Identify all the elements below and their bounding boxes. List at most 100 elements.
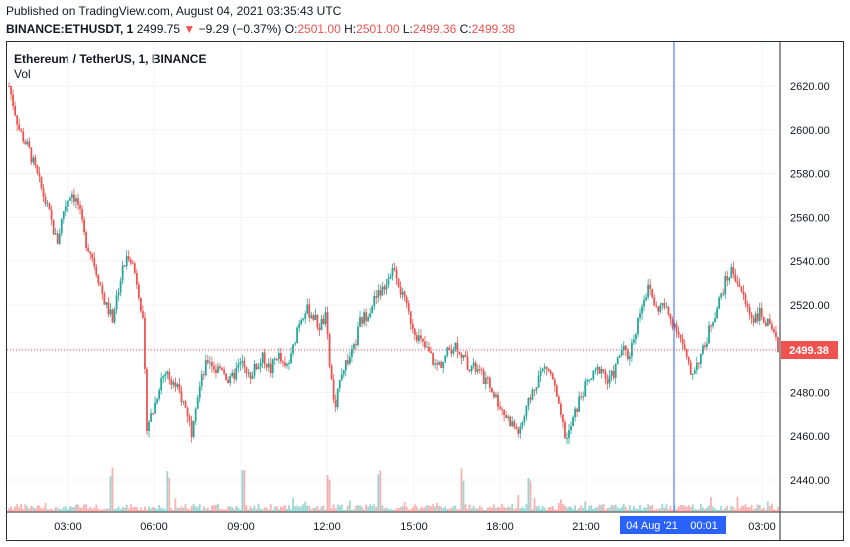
volume-bar <box>95 504 98 512</box>
candle-body <box>26 141 29 145</box>
candle-body <box>184 401 187 408</box>
volume-bar <box>310 509 313 512</box>
candle-body <box>18 124 21 130</box>
candle-body <box>681 338 684 345</box>
volume-bar <box>332 504 335 512</box>
candle-body <box>395 269 398 279</box>
volume-bar <box>359 505 361 512</box>
volume-bar <box>594 507 597 512</box>
volume-bar <box>681 505 684 512</box>
candle-body <box>655 305 658 307</box>
candle-body <box>497 394 499 407</box>
volume-bar <box>687 505 690 512</box>
volume-bar <box>377 474 380 512</box>
candle-body <box>83 219 85 233</box>
candle-body <box>160 378 163 391</box>
change-value: −9.29 (−0.37%) <box>198 22 282 36</box>
volume-bar <box>773 509 775 512</box>
candle-body <box>760 308 763 317</box>
volume-bar <box>12 509 14 512</box>
candle-body <box>649 284 652 289</box>
candle-body <box>411 324 414 329</box>
chart-frame[interactable] <box>6 41 844 541</box>
volume-bar <box>415 506 418 512</box>
candle-body <box>310 315 313 318</box>
volume-bar <box>419 507 422 512</box>
candle-body <box>584 381 587 397</box>
volume-bar <box>444 506 447 512</box>
candle-body <box>687 356 690 363</box>
volume-bar <box>87 508 90 512</box>
low-label: L: <box>402 22 413 36</box>
volume-bar <box>375 507 378 512</box>
candle-body <box>738 283 741 287</box>
candle-body <box>306 304 309 314</box>
candle-body <box>531 389 534 400</box>
candle-body <box>371 306 374 314</box>
volume-bar <box>411 507 414 512</box>
volume-bar <box>454 505 457 512</box>
candle-body <box>689 362 692 375</box>
candle-body <box>570 426 572 431</box>
volume-bar <box>160 507 163 512</box>
volume-bar <box>740 505 743 512</box>
candle-body <box>40 176 43 189</box>
volume-bar <box>486 507 489 512</box>
candle-body <box>48 203 51 210</box>
candle-body <box>564 422 566 439</box>
published-caption: Published on TradingView.com, August 04,… <box>6 4 342 18</box>
volume-bar <box>683 505 686 512</box>
candle-body <box>79 204 81 209</box>
volume-bar <box>482 509 485 512</box>
volume-bar <box>385 507 388 512</box>
candle-body <box>468 369 471 372</box>
volume-bar <box>649 505 652 512</box>
volume-bar <box>484 509 487 512</box>
candle-body <box>348 356 351 364</box>
volume-bar <box>198 504 201 512</box>
volume-bar <box>30 505 33 512</box>
candle-body <box>259 362 262 367</box>
volume-bar <box>241 470 244 512</box>
volume-bar <box>269 504 272 512</box>
candle-body <box>119 280 122 293</box>
candle-body <box>304 313 307 319</box>
volume-bar <box>580 505 583 512</box>
candle-body <box>519 426 522 434</box>
candle-body <box>641 306 643 314</box>
candle-body <box>501 408 503 411</box>
candle-body <box>95 266 98 275</box>
volume-bar <box>257 503 260 512</box>
volume-bar <box>754 507 757 512</box>
candle-body <box>732 267 735 274</box>
candle-body <box>182 401 185 403</box>
candle-body <box>592 370 595 380</box>
candle-body <box>363 312 365 324</box>
candle-body <box>704 345 706 348</box>
volume-bar <box>764 509 767 512</box>
volume-bar <box>495 508 497 512</box>
candle-body <box>472 362 475 366</box>
candle-body <box>766 318 769 327</box>
volume-bar <box>430 506 432 512</box>
candle-body <box>192 421 195 437</box>
volume-bar <box>14 506 17 512</box>
candle-body <box>456 342 459 352</box>
candle-body <box>146 369 148 431</box>
candle-body <box>123 265 126 267</box>
volume-bar <box>708 505 710 512</box>
volume-bar <box>446 509 449 512</box>
candle-body <box>752 317 755 323</box>
candle-body <box>413 328 416 336</box>
volume-bar <box>174 498 177 512</box>
candle-body <box>121 265 124 281</box>
candle-body <box>357 326 359 346</box>
candle-body <box>211 362 213 367</box>
volume-bar <box>328 479 331 512</box>
candle-body <box>624 345 627 351</box>
candle-body <box>653 297 656 306</box>
candle-body <box>529 397 532 400</box>
volume-bar <box>188 509 191 512</box>
volume-bar <box>610 504 613 512</box>
